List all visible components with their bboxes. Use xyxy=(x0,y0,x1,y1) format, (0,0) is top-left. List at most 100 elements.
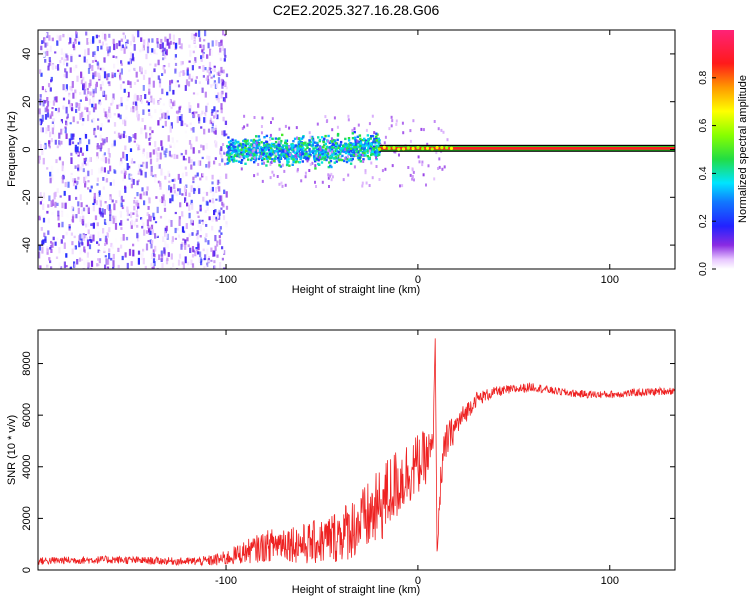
spectrogram-noise-cell xyxy=(46,105,49,112)
spectrogram-noise-cell xyxy=(123,34,126,40)
spectrogram-y-label: Frequency (Hz) xyxy=(6,111,18,187)
spectrogram-noise-cell xyxy=(46,210,49,214)
spectrogram-noise-cell xyxy=(112,215,115,219)
spectrogram-noise-cell xyxy=(128,69,131,72)
spectrogram-signal-cell xyxy=(279,153,283,156)
spectrogram-noise-cell xyxy=(205,224,208,227)
spectrogram-faint-cell xyxy=(398,153,400,157)
spectrogram-noise-cell xyxy=(86,251,90,255)
spectrogram-noise-cell xyxy=(141,218,144,223)
spectrogram-noise-cell xyxy=(108,106,111,113)
spectrogram-faint-cell xyxy=(288,145,291,149)
spectrogram-noise-cell xyxy=(131,34,134,42)
spectrogram-signal-cell xyxy=(301,160,304,163)
spectrogram-noise-cell xyxy=(121,206,124,209)
spectrogram-signal-cell xyxy=(267,148,270,152)
spectrogram-noise-cell xyxy=(45,60,48,65)
spectrogram-noise-cell xyxy=(96,143,99,148)
spectrogram-signal-cell xyxy=(260,141,263,144)
spectrogram-signal-cell xyxy=(254,156,258,159)
spectrogram-noise-cell xyxy=(102,177,105,181)
spectrogram-noise-cell xyxy=(107,49,110,54)
spectrogram-signal-cell xyxy=(303,141,306,145)
spectrogram-noise-cell xyxy=(73,41,77,45)
spectrogram-faint-cell xyxy=(278,127,281,131)
spectrogram-noise-cell xyxy=(113,113,116,116)
spectrogram-noise-cell xyxy=(93,119,96,125)
spectrogram-y-tick-label: 20 xyxy=(21,96,33,108)
spectrogram-noise-cell xyxy=(192,147,195,154)
spectrogram-noise-cell xyxy=(47,204,50,208)
spectrogram-signal-cell xyxy=(277,137,280,141)
spectrogram-noise-cell xyxy=(120,227,123,230)
spectrogram-noise-cell xyxy=(167,135,170,142)
spectrogram-signal-cell xyxy=(338,145,341,148)
spectrogram-noise-cell xyxy=(214,124,217,131)
spectrogram-noise-cell xyxy=(168,180,171,183)
spectrogram-noise-cell xyxy=(137,179,140,182)
spectrogram-signal-cell xyxy=(368,157,371,160)
spectrogram-noise-cell xyxy=(87,229,90,235)
spectrogram-signal-cell xyxy=(351,137,355,140)
spectrogram-noise-cell xyxy=(217,68,220,73)
spectrogram-signal-cell xyxy=(267,146,270,150)
spectrogram-signal-cell xyxy=(378,150,381,154)
spectrogram-signal-cell xyxy=(306,142,310,146)
spectrogram-noise-cell xyxy=(92,36,95,43)
spectrogram-noise-cell xyxy=(173,57,177,60)
snr-y-tick-label: 2000 xyxy=(21,506,33,530)
spectrogram-noise-cell xyxy=(208,97,211,101)
spectrogram-noise-cell xyxy=(146,219,149,226)
spectrogram-noise-cell xyxy=(83,246,86,252)
spectrogram-faint-cell xyxy=(249,153,252,157)
spectrogram-signal-cell xyxy=(367,147,370,150)
spectrogram-noise-cell xyxy=(50,138,53,143)
spectrogram-noise-cell xyxy=(164,231,167,237)
spectrogram-signal-cell xyxy=(300,143,303,147)
spectrogram-noise-cell xyxy=(139,66,142,72)
spectrogram-noise-cell xyxy=(156,235,159,238)
spectrogram-signal-cell xyxy=(244,155,247,158)
spectrogram-noise-cell xyxy=(151,267,154,269)
spectrogram-noise-cell xyxy=(51,111,54,117)
spectrogram-noise-cell xyxy=(84,134,88,139)
spectrogram-signal-cell xyxy=(314,167,317,170)
spectrogram-faint-cell xyxy=(383,141,386,145)
spectrogram-faint-cell xyxy=(427,164,430,168)
spectrogram-signal-cell xyxy=(345,142,348,146)
spectrogram-noise-cell xyxy=(89,207,92,213)
spectrogram-noise-cell xyxy=(132,106,135,113)
spectrogram-signal-cell xyxy=(294,144,297,147)
spectrogram-noise-cell xyxy=(202,75,205,78)
spectrogram-noise-cell xyxy=(87,170,90,177)
spectrogram-signal-cell xyxy=(378,139,381,142)
spectrogram-noise-cell xyxy=(72,41,75,47)
spectrogram-noise-cell xyxy=(65,179,68,185)
spectrogram-noise-cell xyxy=(112,38,115,45)
spectrogram-noise-cell xyxy=(188,73,191,80)
spectrogram-x-tick-label: 0 xyxy=(415,274,421,286)
spectrogram-noise-cell xyxy=(80,202,83,208)
spectrogram-noise-cell xyxy=(192,176,195,181)
spectrogram-noise-cell xyxy=(113,43,116,51)
spectrogram-noise-cell xyxy=(81,111,84,118)
spectrogram-noise-cell xyxy=(223,150,226,154)
spectrogram-signal-cell xyxy=(342,144,345,147)
spectrogram-noise-cell xyxy=(120,195,123,203)
spectrogram-noise-cell xyxy=(171,194,174,202)
spectrogram-noise-cell xyxy=(48,195,51,202)
spectrogram-noise-cell xyxy=(178,71,181,77)
spectrogram-noise-cell xyxy=(219,70,222,75)
spectrogram-noise-cell xyxy=(110,242,113,248)
spectrogram-signal-cell xyxy=(349,157,352,161)
spectrogram-noise-cell xyxy=(54,139,57,145)
spectrogram-noise-cell xyxy=(168,185,171,191)
spectrogram-signal-cell xyxy=(349,162,353,165)
spectrogram-noise-cell xyxy=(142,85,145,91)
spectrogram-faint-cell xyxy=(294,154,297,158)
spectrogram-noise-cell xyxy=(148,77,151,85)
spectrogram-noise-cell xyxy=(108,46,111,53)
spectrogram-noise-cell xyxy=(178,253,182,259)
